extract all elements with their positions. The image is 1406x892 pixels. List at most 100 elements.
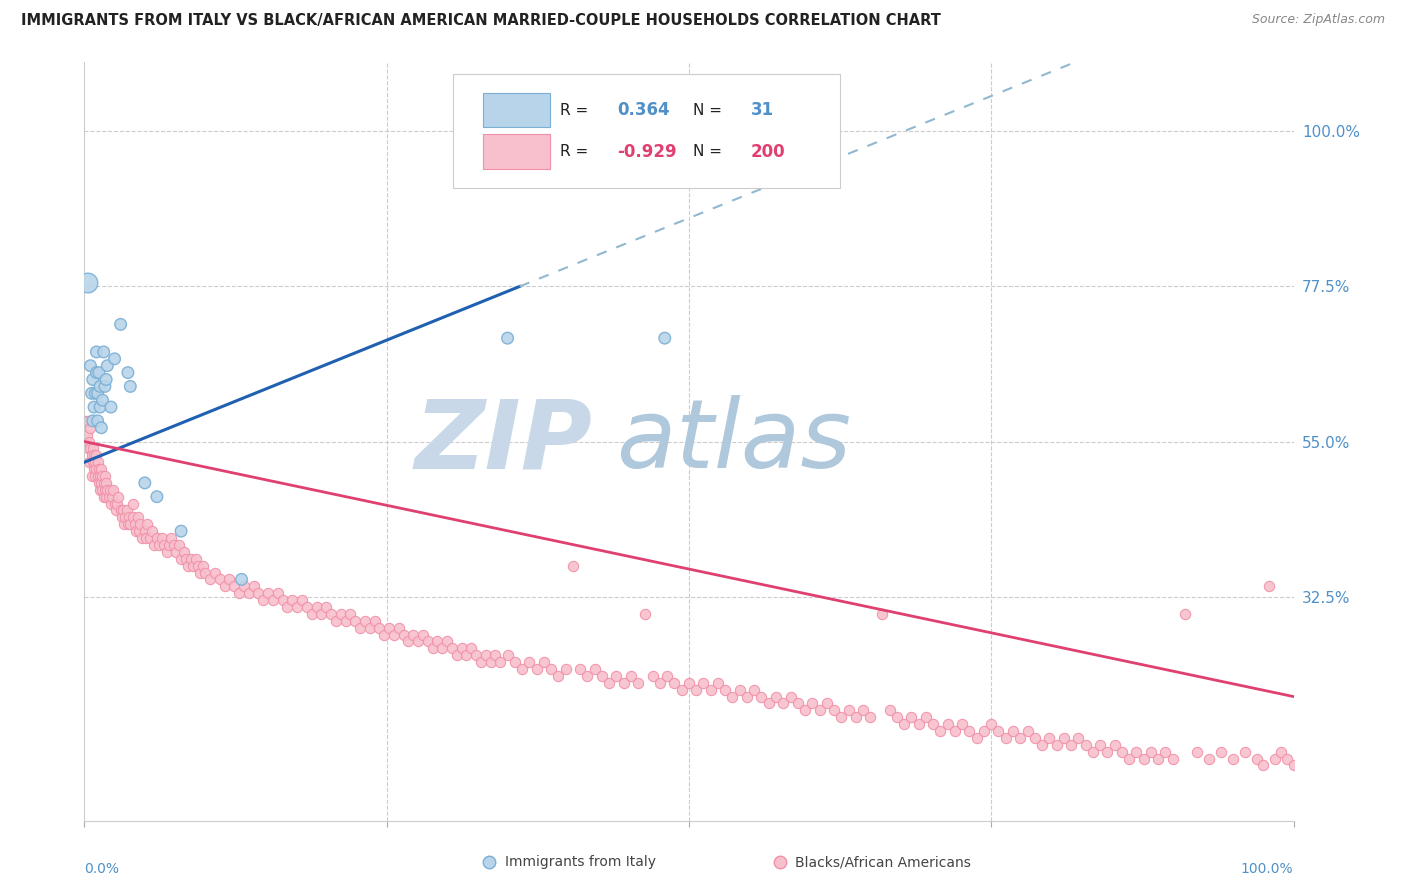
Point: [315, 599, 337, 614]
Point: [93, 345, 115, 359]
Point: [583, 662, 606, 676]
Point: [184, 551, 207, 566]
Point: [112, 503, 135, 517]
Text: Source: ZipAtlas.com: Source: ZipAtlas.com: [1251, 13, 1385, 27]
Point: [1088, 738, 1111, 752]
Point: [177, 558, 200, 573]
Point: [231, 573, 253, 587]
Point: [591, 669, 613, 683]
Point: [859, 710, 882, 724]
Point: [392, 627, 415, 641]
Text: 0.364: 0.364: [617, 101, 671, 120]
Point: [115, 503, 138, 517]
Point: [311, 607, 333, 621]
Point: [627, 675, 650, 690]
Point: [1132, 751, 1154, 765]
Point: [823, 703, 845, 717]
Point: [845, 710, 868, 724]
Point: [90, 475, 112, 490]
Point: [301, 607, 323, 621]
Point: [325, 614, 347, 628]
Point: [465, 648, 488, 663]
Point: [1174, 607, 1197, 621]
Point: [165, 545, 187, 559]
Point: [90, 421, 112, 435]
Point: [96, 359, 118, 373]
Point: [124, 517, 146, 532]
Point: [605, 669, 627, 683]
Point: [1111, 745, 1133, 759]
Point: [174, 551, 197, 566]
Point: [94, 469, 117, 483]
Point: [671, 682, 693, 697]
Point: [980, 717, 1002, 731]
Point: [533, 655, 555, 669]
Point: [576, 669, 599, 683]
Text: Immigrants from Italy: Immigrants from Italy: [505, 855, 657, 870]
Point: [104, 503, 127, 517]
Point: [987, 724, 1010, 739]
Point: [742, 682, 765, 697]
Point: [120, 517, 142, 532]
Point: [1140, 745, 1163, 759]
Point: [89, 379, 111, 393]
Point: [735, 690, 758, 704]
Point: [91, 393, 114, 408]
Point: [82, 414, 104, 428]
Point: [76, 427, 98, 442]
Point: [89, 469, 111, 483]
Point: [1253, 758, 1275, 772]
Point: [218, 573, 240, 587]
Point: [1198, 751, 1220, 765]
Point: [1185, 745, 1208, 759]
Point: [634, 607, 657, 621]
Point: [84, 386, 107, 401]
Point: [91, 483, 114, 497]
Point: [134, 524, 156, 538]
Point: [86, 366, 108, 380]
Point: [129, 517, 152, 532]
Point: [112, 517, 135, 532]
Point: [426, 634, 449, 648]
Text: 200: 200: [751, 143, 785, 161]
Point: [153, 538, 176, 552]
Point: [83, 462, 105, 476]
Point: [204, 566, 226, 580]
Point: [779, 690, 801, 704]
Point: [79, 359, 101, 373]
Point: [187, 558, 209, 573]
Point: [1074, 738, 1097, 752]
Point: [118, 510, 141, 524]
Point: [146, 531, 169, 545]
Point: [664, 675, 686, 690]
Point: [86, 469, 108, 483]
Point: [121, 497, 143, 511]
Point: [1282, 758, 1305, 772]
Point: [198, 573, 221, 587]
Point: [143, 538, 166, 552]
Point: [127, 510, 149, 524]
Point: [758, 697, 780, 711]
Point: [79, 442, 101, 456]
Point: [808, 703, 831, 717]
Point: [83, 400, 105, 414]
Point: [354, 614, 377, 628]
Point: [561, 558, 583, 573]
Point: [262, 593, 284, 607]
Point: [479, 655, 502, 669]
Point: [247, 586, 270, 600]
Text: 100.0%: 100.0%: [1241, 863, 1294, 876]
Point: [794, 703, 817, 717]
Point: [101, 490, 124, 504]
Point: [87, 462, 110, 476]
Point: [1060, 738, 1083, 752]
Point: [136, 517, 159, 532]
Point: [540, 662, 562, 676]
Point: [128, 524, 150, 538]
Point: [295, 599, 318, 614]
Point: [114, 510, 136, 524]
Point: [104, 497, 127, 511]
Point: [173, 545, 195, 559]
Point: [1010, 731, 1032, 745]
Point: [98, 483, 121, 497]
